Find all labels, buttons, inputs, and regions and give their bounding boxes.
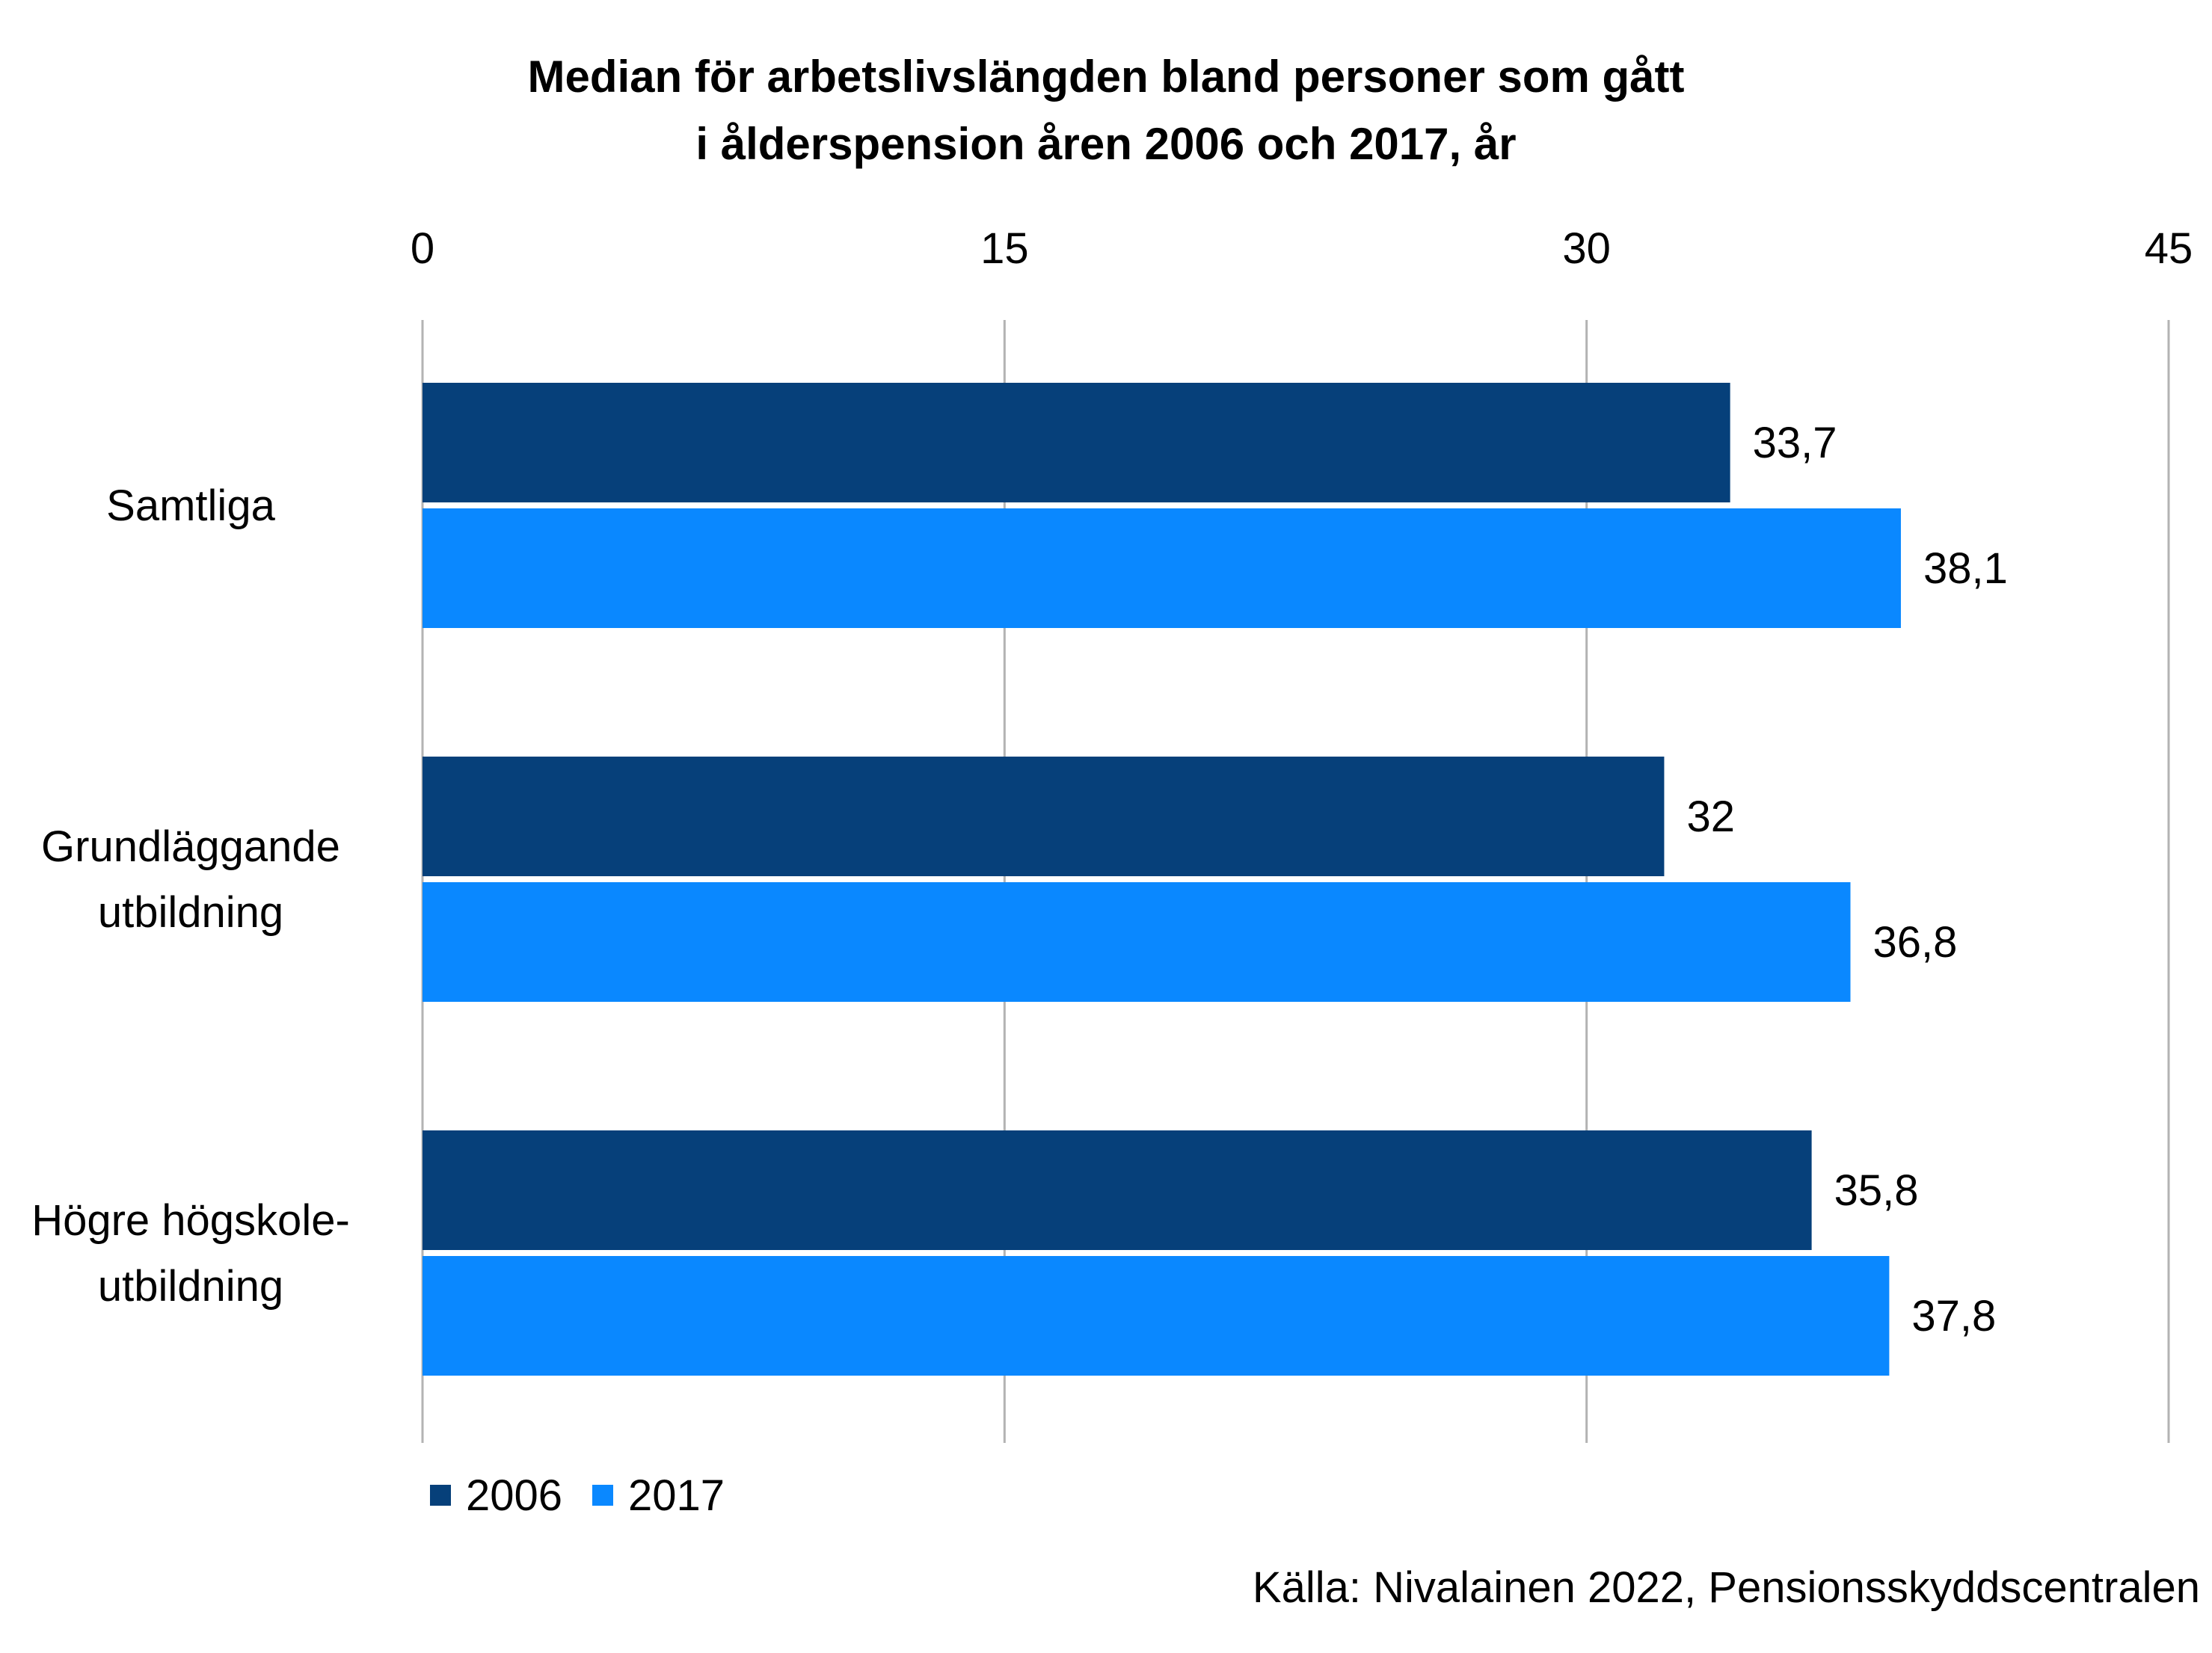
legend-swatch-2017 bbox=[592, 1485, 614, 1506]
category-label-1: Grundläggande utbildning bbox=[41, 822, 340, 937]
category-label-0: Samtliga bbox=[106, 481, 275, 530]
bar-2006-cat-1 bbox=[423, 757, 1665, 876]
bar-2017-cat-0 bbox=[423, 508, 1901, 628]
category-label-2: Högre högskole-utbildning bbox=[31, 1196, 350, 1311]
x-tick-label-0: 0 bbox=[411, 224, 434, 273]
data-label-2017-cat-1: 36,8 bbox=[1873, 918, 1958, 967]
data-labels: 33,7 32 35,8 38,1 36,8 37,8 bbox=[1686, 419, 2007, 1340]
legend-label-2017: 2017 bbox=[628, 1471, 725, 1520]
data-label-2006-cat-1: 32 bbox=[1686, 792, 1735, 841]
category-label-1-line-1: utbildning bbox=[98, 888, 283, 937]
data-label-2017-cat-2: 37,8 bbox=[1911, 1292, 1996, 1340]
x-tick-label-30: 30 bbox=[1562, 224, 1611, 273]
bar-2017-cat-2 bbox=[423, 1256, 1890, 1376]
category-label-2-line-1: utbildning bbox=[98, 1262, 283, 1311]
category-label-1-line-0: Grundläggande bbox=[41, 822, 340, 871]
source-note: Källa: Nivalainen 2022, Pensionsskyddsce… bbox=[1252, 1563, 2200, 1612]
bar-2017-cat-1 bbox=[423, 882, 1851, 1002]
data-label-2017-cat-0: 38,1 bbox=[1923, 544, 2008, 593]
chart-title-line-2: i ålderspension åren 2006 och 2017, år bbox=[695, 119, 1517, 169]
gridlines bbox=[421, 320, 2170, 1443]
x-tick-label-15: 15 bbox=[980, 224, 1029, 273]
bar-2006-cat-2 bbox=[423, 1130, 1812, 1250]
bar-2006-cat-0 bbox=[423, 383, 1730, 502]
legend: 2006 2017 bbox=[430, 1465, 725, 1525]
legend-item-2006: 2006 bbox=[430, 1471, 562, 1521]
chart-title: Median för arbetslivslängden bland perso… bbox=[0, 43, 2212, 178]
data-label-2006-cat-2: 35,8 bbox=[1834, 1166, 1919, 1215]
legend-item-2017: 2017 bbox=[592, 1471, 725, 1521]
category-label-0-line-0: Samtliga bbox=[106, 481, 275, 530]
x-axis-ticks: 0 15 30 45 bbox=[411, 224, 2193, 273]
chart-title-line-1: Median för arbetslivslängden bland perso… bbox=[527, 52, 1685, 102]
x-tick-label-45: 45 bbox=[2145, 224, 2193, 273]
data-label-2006-cat-0: 33,7 bbox=[1753, 419, 1837, 467]
legend-label-2006: 2006 bbox=[466, 1471, 563, 1520]
legend-swatch-2006 bbox=[430, 1485, 451, 1506]
category-label-2-line-0: Högre högskole- bbox=[31, 1196, 350, 1245]
bars bbox=[423, 383, 1901, 1376]
